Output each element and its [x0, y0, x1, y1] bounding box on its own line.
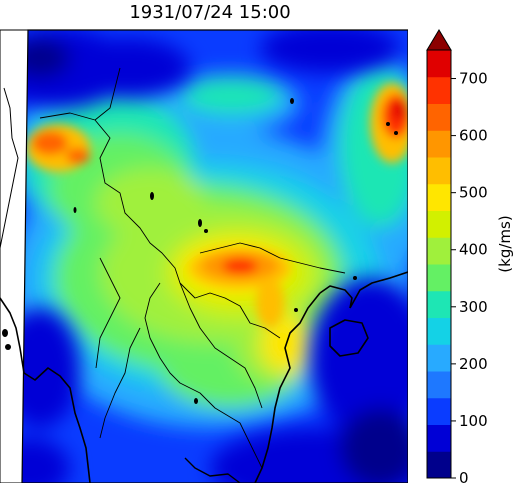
colorbar-tick-label: 600	[459, 127, 488, 145]
colorbar: 0 100 200 300 400 500 600 700 (kg/ms)	[426, 29, 514, 483]
colorbar-outline	[426, 49, 452, 479]
colorbar-band	[427, 103, 451, 131]
colorbar-band	[427, 210, 451, 238]
colorbar-tick-label: 500	[459, 184, 488, 202]
off-grid-area	[0, 28, 28, 483]
colorbar-band	[427, 157, 451, 185]
colorbar-tick-label: 200	[459, 355, 488, 373]
map-panel	[0, 28, 408, 483]
colorbar-band	[427, 424, 451, 452]
colorbar-tick-label: 700	[459, 70, 488, 88]
colorbar-band	[427, 130, 451, 158]
map-title: 1931/07/24 15:00	[129, 2, 291, 23]
colorbar-band	[427, 397, 451, 425]
map-frame	[21, 29, 408, 483]
colorbar-band	[427, 344, 451, 372]
colorbar-tick-label: 400	[459, 241, 488, 259]
colorbar-extend-arrow	[426, 29, 452, 51]
colorbar-label: (kg/ms)	[496, 215, 514, 272]
colorbar-tick-label: 300	[459, 298, 488, 316]
country-borders	[39, 67, 346, 469]
colorbar-band	[427, 237, 451, 265]
colorbar-band	[427, 50, 451, 78]
colorbar-band	[427, 290, 451, 318]
lakes	[2, 98, 398, 404]
colorbar-band	[427, 451, 451, 479]
flux-field	[22, 30, 408, 483]
colorbar-band	[427, 76, 451, 104]
colorbar-band	[427, 183, 451, 211]
colorbar-band	[427, 371, 451, 399]
colorbar-band	[427, 317, 451, 345]
colorbar-bands	[427, 50, 451, 479]
colorbar-band	[427, 264, 451, 292]
colorbar-tick-label: 0	[459, 469, 469, 483]
coastlines	[0, 87, 408, 483]
colorbar-tick-label: 100	[459, 412, 488, 430]
colorbar-ticks: 0 100 200 300 400 500 600 700	[451, 70, 488, 483]
